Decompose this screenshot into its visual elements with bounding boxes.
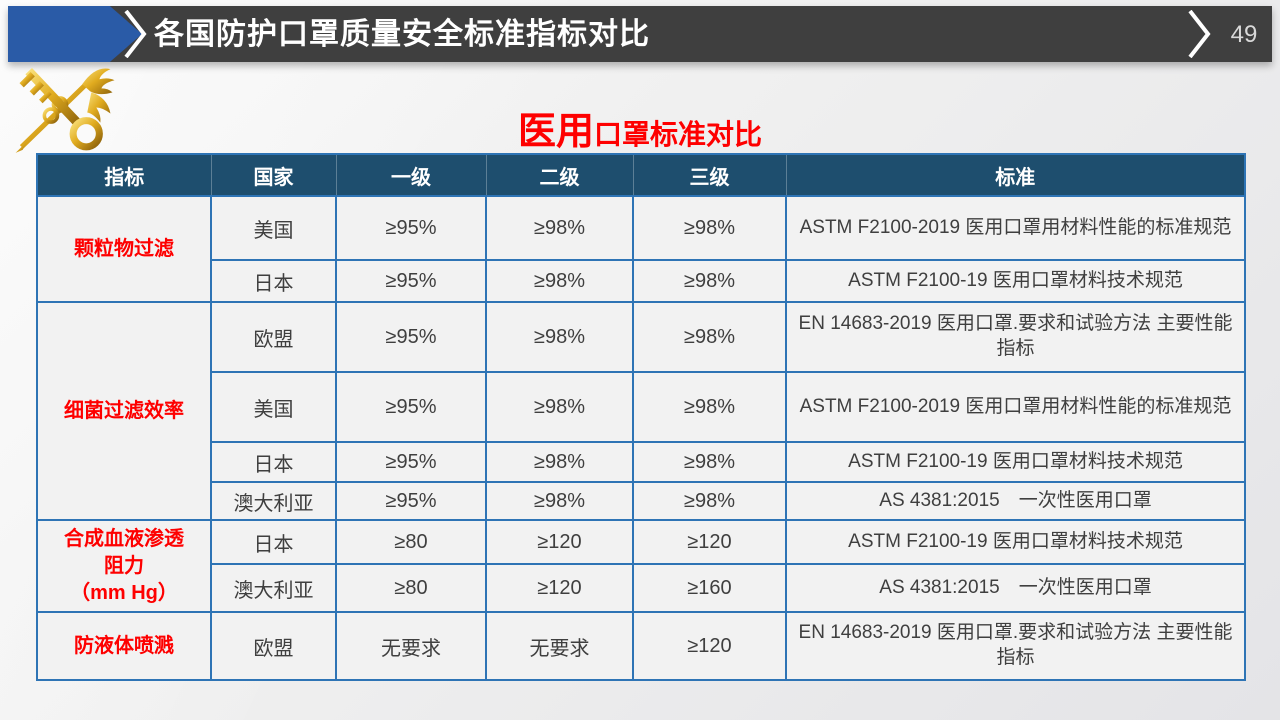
level1-cell: ≥95% xyxy=(335,371,487,443)
country-cell: 美国 xyxy=(210,371,337,443)
country-cell: 澳大利亚 xyxy=(210,563,337,613)
page-title: 各国防护口罩质量安全标准指标对比 xyxy=(154,18,650,51)
level2-cell: 无要求 xyxy=(485,611,634,681)
level2-cell: ≥98% xyxy=(485,371,634,443)
level1-cell: ≥95% xyxy=(335,259,487,303)
level1-cell: ≥80 xyxy=(335,563,487,613)
subtitle-rest: 口罩标准对比 xyxy=(594,119,763,150)
table-row: 美国 ≥95% ≥98% ≥98% ASTM F2100-2019 医用口罩用材… xyxy=(37,371,1246,443)
col-header-level1: 一级 xyxy=(335,154,486,197)
chevron-right-icon xyxy=(1188,10,1211,58)
level3-cell: ≥98% xyxy=(632,371,787,443)
table-row: 防液体喷溅 欧盟 无要求 无要求 ≥120 EN 14683-2019 医用口罩… xyxy=(36,611,1246,681)
col-header-level2: 二级 xyxy=(485,154,633,197)
table-row: 合成血液渗透 阻力 （mm Hg） 日本 ≥80 ≥120 ≥120 ASTM … xyxy=(36,519,1246,613)
level2-cell: ≥98% xyxy=(485,441,634,483)
col-header-country: 国家 xyxy=(210,154,336,197)
level2-cell: ≥98% xyxy=(485,195,634,261)
level1-cell: ≥95% xyxy=(335,195,487,261)
level2-cell: ≥98% xyxy=(485,301,634,373)
level3-cell: ≥120 xyxy=(632,519,787,565)
standard-cell: EN 14683-2019 医用口罩.要求和试验方法 主要性能指标 xyxy=(785,301,1246,373)
level3-cell: ≥98% xyxy=(632,441,787,483)
chevron-right-icon xyxy=(124,10,147,58)
level3-cell: ≥98% xyxy=(632,301,787,373)
level3-cell: ≥98% xyxy=(632,481,787,521)
country-cell: 日本 xyxy=(210,519,337,565)
indicator-cell: 细菌过滤效率 xyxy=(36,301,212,521)
level1-cell: ≥80 xyxy=(335,519,487,565)
table-header-row: 指标 国家 一级 二级 三级 标准 xyxy=(37,154,1245,197)
level2-cell: ≥98% xyxy=(485,259,634,303)
standard-cell: ASTM F2100-2019 医用口罩用材料性能的标准规范 xyxy=(785,195,1246,261)
customs-emblem-logo xyxy=(15,68,115,153)
header-bar: 各国防护口罩质量安全标准指标对比 49 xyxy=(8,6,1272,62)
indicator-cell: 颗粒物过滤 xyxy=(36,195,212,303)
level3-cell: ≥98% xyxy=(632,259,787,303)
level3-cell: ≥98% xyxy=(632,195,787,261)
table-row: 日本 ≥95% ≥98% ≥98% ASTM F2100-19 医用口罩材料技术… xyxy=(37,441,1246,483)
table-row: 澳大利亚 ≥80 ≥120 ≥160 AS 4381:2015 一次性医用口罩 xyxy=(37,563,1246,613)
table-row: 颗粒物过滤 美国 ≥95% ≥98% ≥98% ASTM F2100-2019 … xyxy=(36,195,1246,303)
page-number: 49 xyxy=(1230,21,1258,48)
table-row: 细菌过滤效率 欧盟 ≥95% ≥98% ≥98% EN 14683-2019 医… xyxy=(36,301,1246,521)
country-cell: 欧盟 xyxy=(210,611,337,681)
level2-cell: ≥98% xyxy=(485,481,634,521)
standard-cell: ASTM F2100-2019 医用口罩用材料性能的标准规范 xyxy=(785,371,1246,443)
standard-cell: AS 4381:2015 一次性医用口罩 xyxy=(785,563,1246,613)
level1-cell: 无要求 xyxy=(335,611,487,681)
standard-cell: ASTM F2100-19 医用口罩材料技术规范 xyxy=(785,441,1246,483)
standard-cell: AS 4381:2015 一次性医用口罩 xyxy=(785,481,1246,521)
country-cell: 日本 xyxy=(210,441,337,483)
standard-cell: EN 14683-2019 医用口罩.要求和试验方法 主要性能指标 xyxy=(785,611,1246,681)
table-row: 澳大利亚 ≥95% ≥98% ≥98% AS 4381:2015 一次性医用口罩 xyxy=(37,481,1246,521)
table-row: 日本 ≥95% ≥98% ≥98% ASTM F2100-19 医用口罩材料技术… xyxy=(37,259,1246,303)
level2-cell: ≥120 xyxy=(485,563,634,613)
country-cell: 澳大利亚 xyxy=(210,481,337,521)
country-cell: 美国 xyxy=(210,195,337,261)
col-header-level3: 三级 xyxy=(632,154,786,197)
indicator-cell: 防液体喷溅 xyxy=(36,611,212,681)
col-header-standard: 标准 xyxy=(785,154,1245,197)
level1-cell: ≥95% xyxy=(335,301,487,373)
col-header-indicator: 指标 xyxy=(37,154,211,197)
header-blue-tag xyxy=(8,6,142,62)
level1-cell: ≥95% xyxy=(335,481,487,521)
level2-cell: ≥120 xyxy=(485,519,634,565)
standard-cell: ASTM F2100-19 医用口罩材料技术规范 xyxy=(785,259,1246,303)
level3-cell: ≥120 xyxy=(632,611,787,681)
level3-cell: ≥160 xyxy=(632,563,787,613)
standards-comparison-table: 指标 国家 一级 二级 三级 标准 颗粒物过滤 美国 ≥95% ≥98% ≥98… xyxy=(36,153,1246,681)
country-cell: 欧盟 xyxy=(210,301,337,373)
table-subtitle: 医用口罩标准对比 xyxy=(36,100,1244,155)
subtitle-emphasis: 医用 xyxy=(517,111,594,153)
indicator-cell: 合成血液渗透 阻力 （mm Hg） xyxy=(36,519,212,613)
standard-cell: ASTM F2100-19 医用口罩材料技术规范 xyxy=(785,519,1246,565)
country-cell: 日本 xyxy=(210,259,337,303)
level1-cell: ≥95% xyxy=(335,441,487,483)
